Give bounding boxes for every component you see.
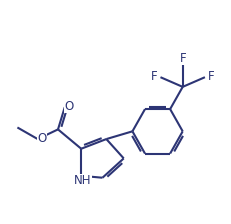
Text: F: F bbox=[150, 70, 157, 83]
Text: F: F bbox=[179, 52, 185, 65]
Text: NH: NH bbox=[73, 174, 91, 187]
Text: O: O bbox=[64, 100, 73, 113]
Text: O: O bbox=[37, 131, 46, 145]
Text: F: F bbox=[207, 70, 213, 83]
